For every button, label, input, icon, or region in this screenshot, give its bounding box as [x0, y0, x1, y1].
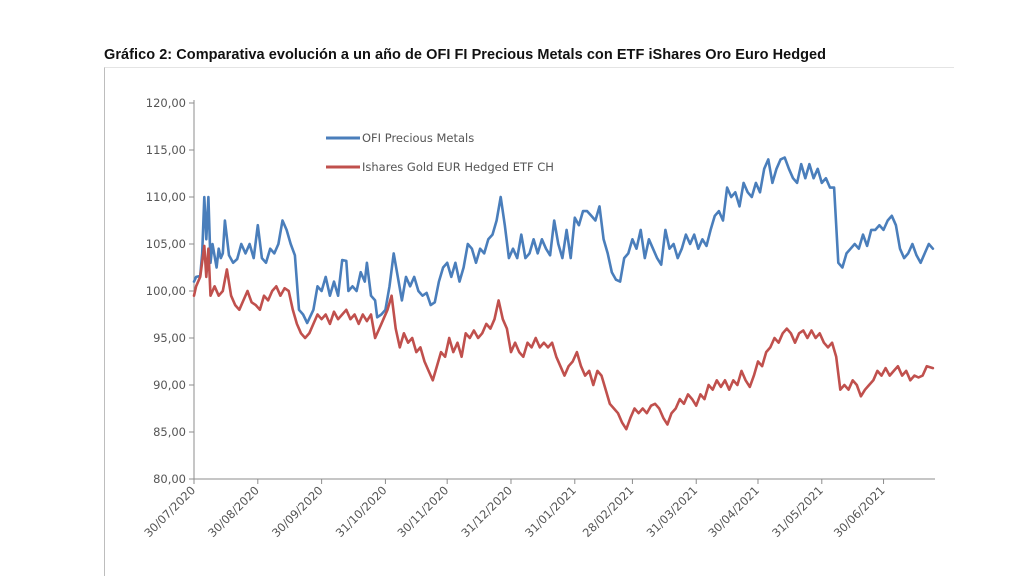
x-tick-label: 30/06/2021: [831, 483, 888, 540]
y-axis-ticks: 80,00 85,00 90,00 95,00 100,00 105,00 110,00 11…: [146, 96, 194, 486]
y-tick-label: 100,00: [146, 284, 186, 298]
x-tick-label: 30/11/2020: [395, 483, 452, 540]
x-tick-label: 31/05/2021: [769, 483, 826, 540]
y-tick-label: 85,00: [153, 425, 186, 439]
legend: OFI Precious Metals Ishares Gold EUR Hedg…: [326, 131, 554, 174]
x-tick-label: 31/01/2021: [522, 483, 579, 540]
y-tick-label: 90,00: [153, 378, 186, 392]
y-tick-label: 105,00: [146, 237, 186, 251]
x-tick-label: 31/03/2021: [644, 483, 701, 540]
series-line-2: [192, 244, 935, 431]
chart-frame: [104, 67, 954, 576]
axes: [193, 100, 935, 480]
x-tick-label: 30/08/2020: [205, 483, 262, 540]
y-tick-label: 120,00: [146, 96, 186, 110]
series-line-1: [192, 156, 935, 325]
legend-label-1: OFI Precious Metals: [362, 131, 474, 145]
x-tick-label: 28/02/2021: [580, 483, 637, 540]
legend-label-2: Ishares Gold EUR Hedged ETF CH: [362, 160, 554, 174]
x-tick-label: 31/10/2020: [333, 483, 390, 540]
y-tick-label: 110,00: [146, 190, 186, 204]
y-tick-label: 80,00: [153, 472, 186, 486]
x-tick-label: 30/07/2020: [141, 483, 198, 540]
figure-caption: Gráfico 2: Comparativa evolución a un añ…: [104, 47, 827, 63]
x-tick-label: 30/09/2020: [269, 483, 326, 540]
series-lines: [192, 156, 935, 431]
y-tick-label: 115,00: [146, 143, 186, 157]
y-tick-label: 95,00: [153, 331, 186, 345]
x-tick-label: 31/12/2020: [458, 483, 515, 540]
x-axis-ticks: 30/07/2020 30/08/2020 30/09/2020 31/10/2020…: [141, 479, 888, 540]
x-tick-label: 30/04/2021: [705, 483, 762, 540]
